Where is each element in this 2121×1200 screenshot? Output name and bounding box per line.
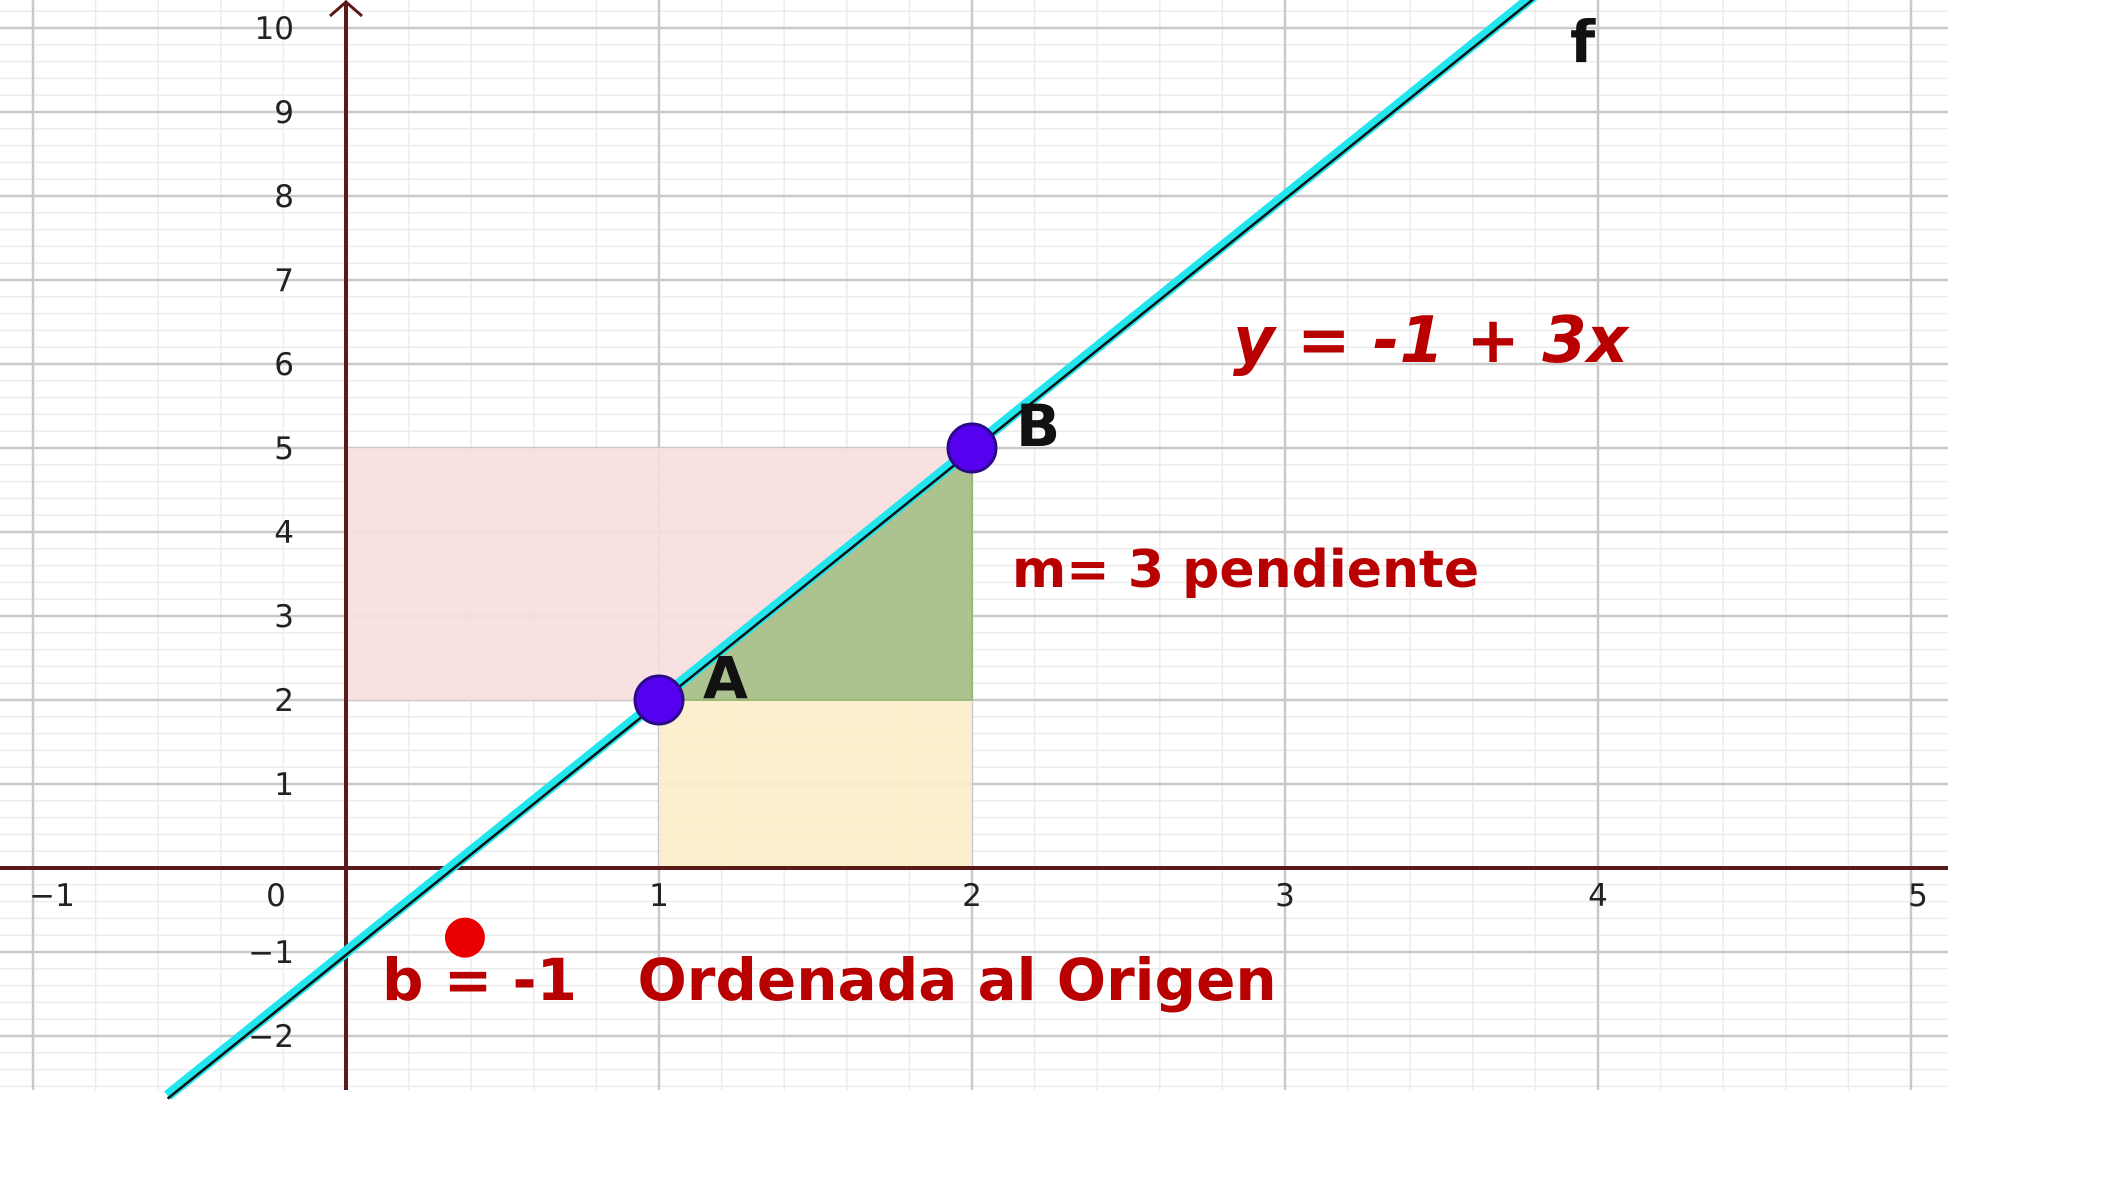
major-grid: [0, 0, 1948, 1090]
y-tick-label: −1: [248, 935, 294, 971]
y-tick-label: 3: [274, 599, 294, 635]
y-axis-arrow: [329, 0, 363, 18]
function-lines: [164, 0, 1538, 1100]
x-tick-label: 3: [1275, 878, 1295, 914]
x-tick-label: 1: [649, 878, 669, 914]
point-label-B: B: [1016, 392, 1060, 460]
point-A: [633, 674, 685, 726]
slope-label: m= 3 pendiente: [1012, 540, 1479, 600]
x-tick-label: 4: [1588, 878, 1608, 914]
y-tick-label: 2: [274, 683, 294, 719]
x-tick-label: 0: [266, 878, 286, 914]
function-line-f: [164, 0, 1538, 1100]
y-tick-label: 9: [274, 95, 294, 131]
function-name-label: f: [1570, 8, 1596, 76]
y-tick-label: 4: [274, 515, 294, 551]
x-tick-label: −1: [29, 878, 75, 914]
y-tick-label: 7: [274, 263, 294, 299]
x-tick-label: 2: [962, 878, 982, 914]
equation-label: y = -1 + 3x: [1233, 304, 1630, 378]
y-tick-label: 1: [274, 767, 294, 803]
y-tick-label: 5: [274, 431, 294, 467]
region-run: [659, 700, 972, 868]
y-tick-label: 8: [274, 179, 294, 215]
point-label-A: A: [703, 644, 748, 712]
x-tick-label: 5: [1908, 878, 1928, 914]
y-tick-label: 10: [255, 11, 294, 47]
point-B: [946, 422, 998, 474]
intercept-marker: [444, 917, 485, 958]
function-line-shadow: [166, 0, 1535, 1100]
intercept-label: b = -1 Ordenada al Origen: [382, 946, 1277, 1014]
shaded-regions: [346, 448, 973, 868]
axes: [0, 0, 1948, 1090]
points: AB: [444, 392, 1060, 958]
y-tick-label: 6: [274, 347, 294, 383]
